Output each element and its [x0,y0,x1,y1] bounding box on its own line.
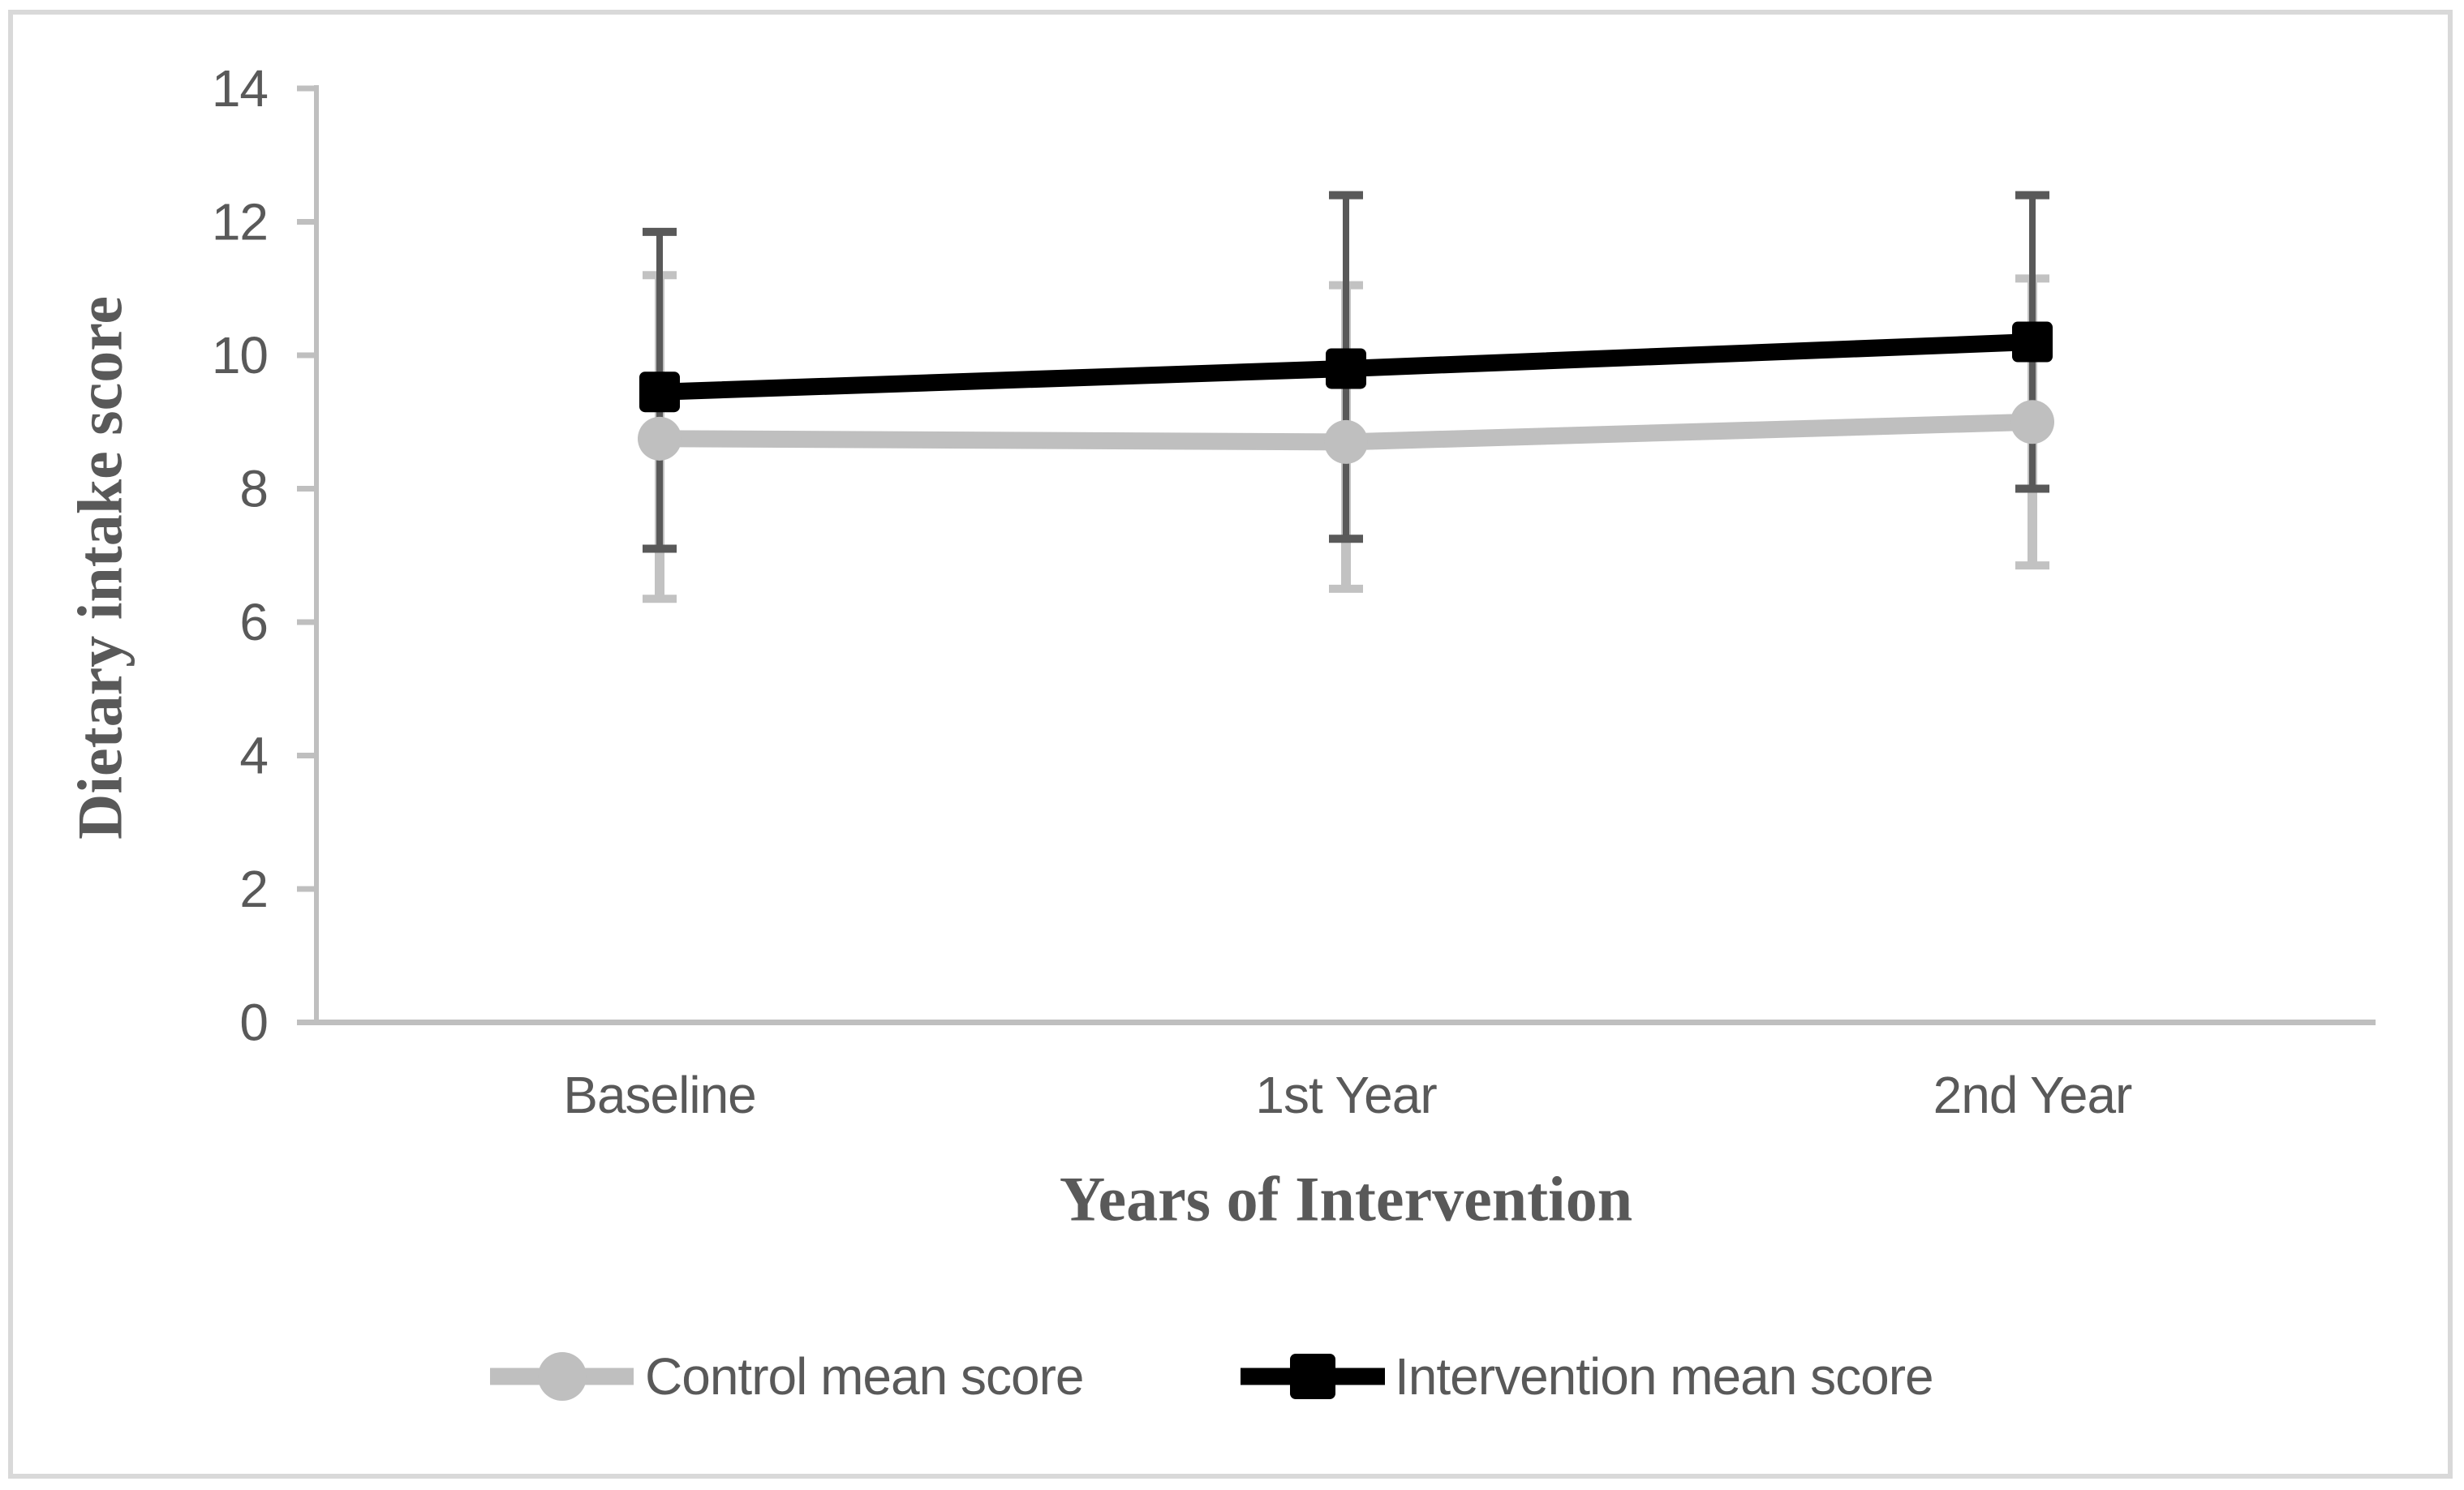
y-axis-tick-labels: 0 2 4 6 8 10 12 14 [212,59,269,1052]
legend-marker-control [490,1352,634,1401]
data-series [638,321,2054,464]
error-bars [643,191,2049,603]
square-marker [2012,321,2053,363]
x-axis-title: Years of Intervention [1060,1164,1632,1235]
y-tick-label: 8 [239,460,268,518]
series-circle [638,400,2054,464]
x-category-label: 1st Year [1255,1066,1437,1124]
legend-marker-intervention [1241,1354,1385,1399]
x-category-label: 2nd Year [1933,1066,2132,1124]
series-square [639,321,2053,413]
circle-marker [1324,419,1368,464]
square-marker [639,371,680,413]
y-tick-label: 12 [212,193,268,251]
y-tick-label: 0 [239,994,268,1052]
circle-marker [638,416,682,461]
legend: Control mean score Intervention mean sco… [490,1347,1934,1406]
y-tick-label: 6 [239,593,268,651]
y-axis-title: Dietary intake score [65,296,135,839]
x-category-label: Baseline [563,1066,756,1124]
legend-label-intervention: Intervention mean score [1395,1347,1933,1406]
y-tick-label: 10 [212,326,268,384]
x-axis-category-labels: Baseline 1st Year 2nd Year [563,1066,2133,1124]
y-tick-label: 2 [239,860,268,918]
square-marker [1290,1354,1335,1399]
square-marker [1326,348,1366,389]
y-tick-label: 4 [239,727,268,785]
circle-marker [2010,400,2054,444]
axes [297,85,2376,1025]
legend-label-control: Control mean score [645,1347,1083,1406]
y-tick-label: 14 [212,59,268,118]
figure-border [8,10,2453,1479]
circle-marker [538,1352,587,1401]
